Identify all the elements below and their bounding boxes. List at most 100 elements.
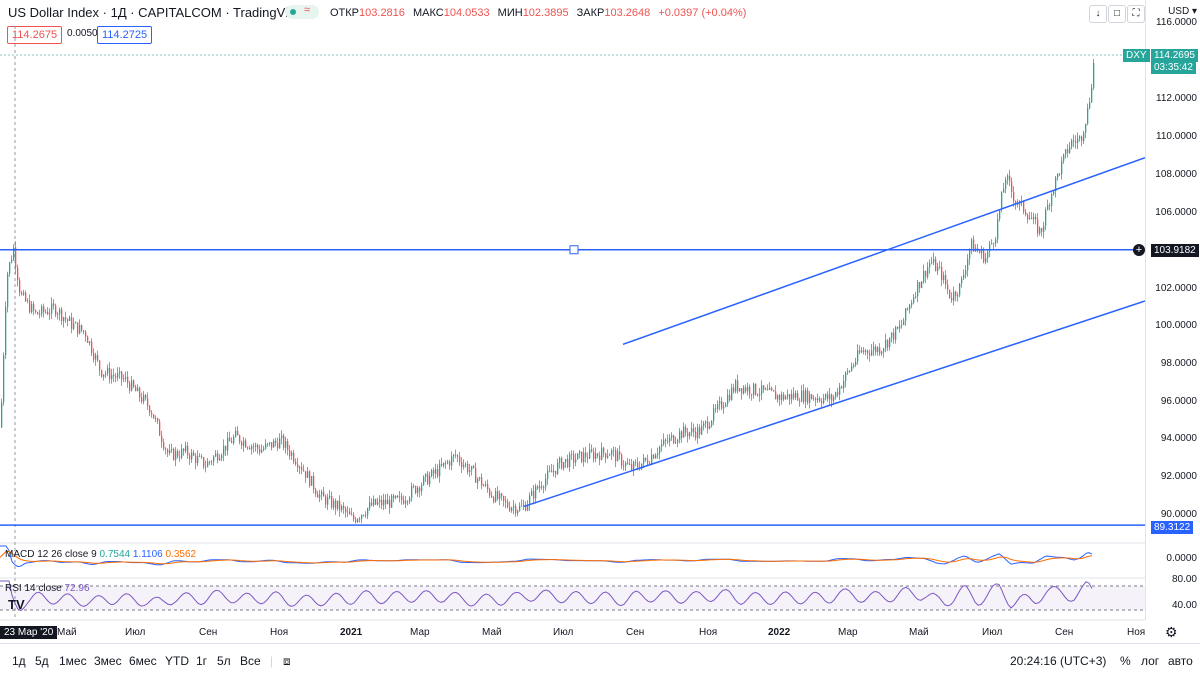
candle-body	[513, 506, 515, 508]
candle-body	[485, 484, 487, 486]
candle-body	[1029, 218, 1031, 220]
candle-body	[877, 347, 879, 353]
range-1y-button[interactable]: 1г	[196, 654, 208, 668]
candle-body	[963, 274, 965, 279]
candle-body	[477, 478, 479, 483]
date-range-icon[interactable]: ⧈	[283, 654, 291, 668]
candle-body	[451, 456, 453, 466]
macd-value: 1.1106	[132, 549, 163, 560]
candle-body	[479, 477, 481, 479]
candle-body	[1093, 62, 1095, 88]
candle-body	[211, 461, 213, 463]
candle-body	[241, 442, 243, 446]
candle-body	[489, 489, 491, 496]
maximize-icon[interactable]: □	[1108, 5, 1126, 23]
candle-body	[97, 355, 99, 361]
candle-body	[433, 469, 435, 474]
candle-body	[359, 518, 361, 520]
candle-body	[101, 370, 103, 377]
candle-body	[177, 451, 179, 457]
ask-price-button[interactable]: 114.2725	[97, 26, 153, 44]
candle-body	[1069, 146, 1071, 153]
range-all-button[interactable]: Все	[240, 654, 261, 668]
range-5d-button[interactable]: 5д	[35, 654, 49, 668]
log-toggle[interactable]: лог	[1141, 654, 1160, 668]
percent-toggle[interactable]: %	[1120, 654, 1131, 668]
candle-body	[1027, 214, 1029, 220]
range-1d-button[interactable]: 1д	[12, 654, 26, 668]
candle-body	[215, 453, 217, 457]
candle-body	[281, 435, 283, 439]
range-ytd-button[interactable]: YTD	[165, 654, 189, 668]
symbol-title[interactable]: US Dollar Index · 1Д · CAPITALCOM · Trad…	[8, 5, 305, 20]
candle-body	[443, 462, 445, 466]
candle-body	[717, 403, 719, 409]
candle-body	[139, 387, 141, 398]
ohlc-close-value: 103.2648	[604, 7, 651, 19]
candle-body	[361, 514, 363, 519]
candle-body	[829, 394, 831, 400]
candle-body	[355, 519, 357, 523]
candle-body	[335, 500, 337, 509]
rsi-legend[interactable]: RSI 14 close 72.96	[5, 583, 90, 594]
candle-body	[725, 404, 727, 407]
ohlc-high-value: 104.0533	[443, 7, 490, 19]
market-open-dot-icon	[290, 9, 296, 15]
arrow-down-icon[interactable]: ↓	[1089, 5, 1107, 23]
candle-body	[867, 350, 869, 354]
ohlc-high-label: МАКС	[412, 7, 444, 19]
currency-selector[interactable]: USD ▾	[1168, 6, 1197, 17]
time-label: Июл	[982, 627, 1003, 638]
candle-body	[325, 496, 327, 505]
candle-body	[679, 431, 681, 441]
line-drag-handle[interactable]	[569, 245, 579, 255]
auto-toggle[interactable]: авто	[1168, 654, 1193, 668]
candle-body	[971, 239, 973, 249]
trendline-lower[interactable]	[523, 300, 1145, 508]
candle-body	[653, 454, 655, 459]
candle-body	[577, 453, 579, 460]
range-6m-button[interactable]: 6мес	[129, 654, 157, 668]
time-label: 2022	[768, 627, 791, 638]
candle-body	[423, 476, 425, 485]
candle-body	[373, 499, 375, 506]
candle-body	[819, 398, 821, 402]
candle-body	[445, 462, 447, 464]
clock-timezone[interactable]: 20:24:16 (UTC+3)	[1010, 654, 1107, 668]
candle-body	[73, 323, 75, 329]
candle-body	[895, 326, 897, 340]
candle-body	[641, 463, 643, 470]
range-5y-button[interactable]: 5л	[217, 654, 231, 668]
candle-body	[593, 451, 595, 460]
candle-body	[53, 303, 55, 306]
fullscreen-icon[interactable]: ⛶	[1127, 5, 1145, 23]
candle-body	[853, 364, 855, 367]
candle-body	[659, 446, 661, 454]
candle-body	[381, 499, 383, 506]
range-1m-button[interactable]: 1мес	[59, 654, 87, 668]
candle-body	[1081, 136, 1083, 141]
trendline-upper[interactable]	[622, 157, 1145, 346]
price-chart[interactable]	[0, 0, 1145, 625]
bid-price-button[interactable]: 114.2675	[7, 26, 63, 44]
range-3m-button[interactable]: 3мес	[94, 654, 122, 668]
candle-body	[1051, 194, 1053, 206]
candle-body	[967, 258, 969, 271]
candle-body	[697, 427, 699, 438]
candle-body	[43, 306, 45, 312]
candle-body	[15, 247, 17, 268]
candle-body	[665, 439, 667, 441]
candle-body	[623, 465, 625, 467]
gear-icon[interactable]: ⚙	[1165, 624, 1178, 640]
candle-body	[267, 443, 269, 445]
macd-legend[interactable]: MACD 12 26 close 9 0.7544 1.1106 0.3562	[5, 549, 196, 560]
market-status-indicator[interactable]: ≈	[285, 4, 319, 19]
candle-body	[545, 478, 547, 488]
candle-body	[59, 309, 61, 315]
add-alert-icon[interactable]: +	[1133, 244, 1145, 256]
candle-body	[255, 444, 257, 447]
candle-body	[755, 383, 757, 395]
price-axis[interactable]: USD ▾ 116.0000 112.0000 110.0000 108.000…	[1145, 0, 1200, 620]
candle-body	[1039, 228, 1041, 234]
candle-body	[405, 501, 407, 504]
